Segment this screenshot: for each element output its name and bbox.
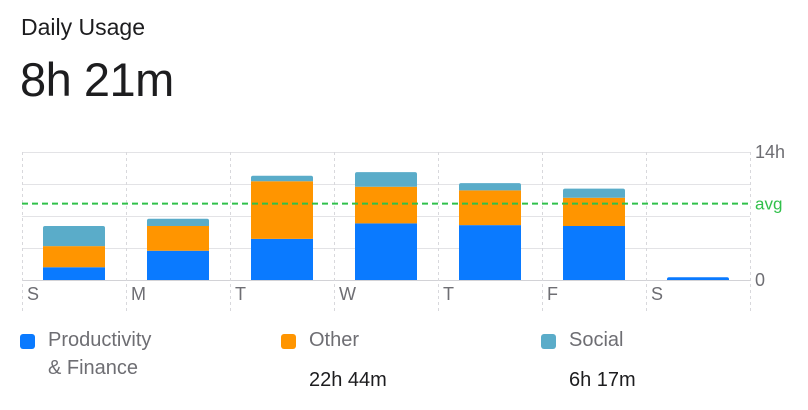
bar-segment-other-0 — [43, 246, 105, 268]
x-tick-label: T — [235, 284, 246, 304]
bar-segment-social-3 — [355, 172, 417, 187]
bar-segment-social-2 — [251, 175, 313, 182]
bar-segment-productivity-3 — [355, 223, 417, 280]
average-label: avg — [755, 195, 782, 214]
legend-label-social: Social — [569, 329, 624, 351]
productivity-swatch-icon — [20, 334, 35, 349]
legend-value-social: 6h 17m — [569, 369, 636, 391]
bar-segment-social-5 — [563, 188, 625, 198]
bar-segment-other-1 — [147, 226, 209, 251]
bar-segment-productivity-0 — [43, 267, 105, 280]
bar-segment-productivity-6 — [667, 277, 729, 280]
x-tick-label: T — [443, 284, 454, 304]
total-usage-value: 8h 21m — [20, 53, 174, 106]
other-swatch-icon — [281, 334, 296, 349]
legend-value-other: 22h 44m — [309, 369, 387, 391]
bar-segment-productivity-5 — [563, 226, 625, 280]
x-tick-label: M — [131, 284, 146, 304]
bar-segment-productivity-4 — [459, 225, 521, 280]
y-tick-label-max: 14h — [755, 142, 785, 162]
bar-segment-other-3 — [355, 186, 417, 224]
social-swatch-icon — [541, 334, 556, 349]
x-tick-label: S — [651, 284, 663, 304]
x-tick-label: W — [339, 284, 356, 304]
bar-segment-other-5 — [563, 197, 625, 227]
bar-segment-productivity-2 — [251, 238, 313, 280]
bar-segment-other-2 — [251, 181, 313, 239]
bar-segment-other-4 — [459, 190, 521, 226]
x-tick-label: F — [547, 284, 558, 304]
x-tick-label: S — [27, 284, 39, 304]
bar-segment-social-0 — [43, 226, 105, 247]
legend-label-productivity: Productivity & Finance — [48, 329, 152, 379]
bar-segment-social-4 — [459, 183, 521, 191]
legend-label-other: Other — [309, 329, 360, 351]
bar-segment-productivity-1 — [147, 250, 209, 280]
y-tick-label-min: 0 — [755, 270, 765, 290]
chart-title: Daily Usage — [21, 14, 145, 40]
bar-segment-social-1 — [147, 218, 209, 227]
